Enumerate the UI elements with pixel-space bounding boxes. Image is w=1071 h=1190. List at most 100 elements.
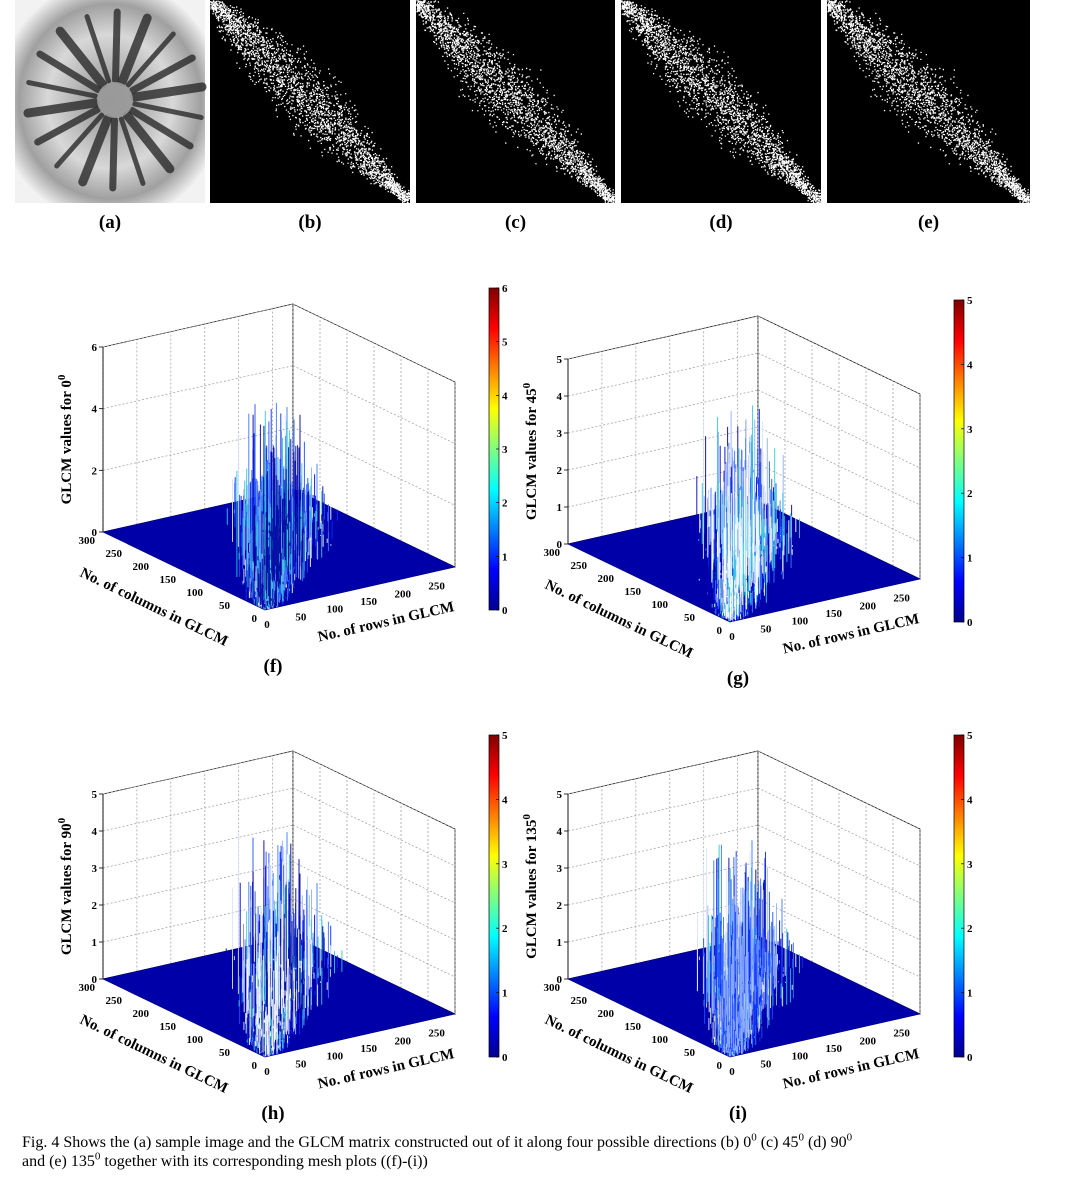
texture-stripe (125, 31, 176, 88)
texture-stripe (36, 50, 102, 94)
col-tick-label: 200 (133, 1008, 150, 1020)
row-tick-label: 0 (729, 631, 735, 643)
z-tick-label: 4 (557, 391, 563, 403)
panel-label: (a) (99, 212, 121, 233)
row-tick-label: 200 (859, 600, 876, 612)
colorbar-tick-label: 5 (502, 337, 508, 349)
col-tick-label: 250 (106, 548, 123, 560)
mesh-plot: 012345050100150200250050100150200250300G… (56, 730, 508, 1124)
grid-line (102, 787, 294, 832)
z-tick-label: 5 (557, 789, 563, 801)
glcm-pixels (210, 0, 411, 204)
row-tick-label: 100 (327, 1051, 344, 1063)
caption-sup: 0 (846, 1131, 853, 1144)
col-tick-label: 100 (652, 599, 669, 611)
z-tick-label: 3 (92, 863, 98, 875)
colorbar-tick-label: 5 (967, 295, 973, 307)
glcm-pixels (416, 0, 616, 204)
grid-line (757, 389, 921, 469)
mesh-plot: 012345050100150200250050100150200250300G… (521, 730, 973, 1124)
col-tick-label: 50 (684, 1047, 696, 1059)
colorbar-tick-label: 4 (502, 390, 508, 402)
grid-line (567, 861, 759, 906)
grid-line (567, 352, 759, 397)
row-tick-label: 250 (893, 593, 910, 605)
grid-line (567, 824, 759, 869)
col-tick-label: 0 (717, 1060, 723, 1072)
z-axis-label-sup: 0 (521, 382, 533, 388)
colorbar-tick-label: 4 (967, 794, 973, 806)
glcm-image (416, 0, 615, 203)
texture-stripe (128, 106, 194, 150)
z-tick-label: 1 (557, 937, 563, 949)
z-axis-label-text: GLCM values for 0 (59, 380, 75, 504)
row-tick-label: 50 (295, 611, 307, 623)
z-tick-label: 2 (557, 465, 563, 477)
z-tick-label: 0 (92, 974, 98, 986)
glcm-pixels (621, 0, 822, 204)
colorbar-tick-label: 2 (502, 498, 508, 510)
texture-stripe (117, 13, 152, 86)
glcm-pixels (827, 0, 1031, 204)
grid-line (757, 824, 921, 904)
panel-label: (i) (729, 1103, 747, 1124)
texture-stripe (55, 26, 108, 89)
row-tick-label: 250 (893, 1028, 910, 1040)
z-tick-label: 2 (92, 900, 98, 912)
row-tick-label: 150 (361, 1043, 378, 1055)
col-tick-label: 150 (160, 574, 177, 586)
z-tick-label: 4 (557, 826, 563, 838)
row-tick-label: 100 (792, 616, 809, 628)
col-tick-label: 150 (625, 1021, 642, 1033)
z-tick-label: 2 (92, 465, 98, 477)
colorbar-tick-label: 2 (502, 923, 508, 935)
colorbar-tick-label: 1 (967, 553, 973, 565)
col-tick-label: 300 (544, 982, 561, 994)
col-tick-label: 200 (598, 1008, 615, 1020)
colorbar-tick-label: 3 (502, 444, 508, 456)
col-tick-label: 150 (625, 586, 642, 598)
grid-line (292, 365, 456, 444)
row-tick-label: 0 (729, 1066, 735, 1078)
z-axis-label-text: GLCM values for 135 (524, 820, 540, 959)
z-axis-label-text: GLCM values for 45 (524, 388, 540, 520)
grid-line (567, 315, 759, 360)
row-tick-label: 250 (428, 581, 445, 593)
texture-stripe (109, 116, 118, 192)
row-tick-label: 0 (264, 619, 270, 631)
texture-core (97, 82, 133, 118)
z-tick-label: 5 (92, 789, 98, 801)
panel-label: (f) (264, 656, 283, 677)
row-tick-label: 100 (792, 1051, 809, 1063)
caption-sup: 0 (798, 1131, 804, 1144)
z-axis-label: GLCM values for 450 (521, 382, 540, 520)
row-tick-label: 50 (760, 623, 772, 635)
row-tick-label: 200 (394, 1035, 411, 1047)
col-tick-label: 0 (252, 1060, 258, 1072)
caption: Fig. 4 Shows the (a) sample image and th… (22, 1131, 853, 1171)
z-axis-label-sup: 0 (56, 374, 68, 380)
row-tick-label: 150 (826, 1043, 843, 1055)
texture-stripe (84, 14, 112, 84)
colorbar-tick-label: 0 (502, 605, 508, 617)
caption-text: Fig. 4 Shows the (a) sample image and th… (22, 1134, 752, 1151)
row-tick-label: 100 (327, 604, 344, 616)
panel-label: (h) (261, 1103, 284, 1124)
col-tick-label: 300 (544, 547, 561, 559)
figure: (a) (b) (c) (d) (e)0246050100150200250050100… (15, 0, 1031, 1124)
colorbar-tick-label: 1 (502, 988, 508, 1000)
col-tick-label: 250 (106, 995, 123, 1007)
col-tick-label: 150 (160, 1021, 177, 1033)
colorbar-tick-label: 3 (967, 859, 973, 871)
row-tick-label: 50 (295, 1058, 307, 1070)
texture-stripe (23, 98, 100, 118)
row-tick-label: 250 (428, 1028, 445, 1040)
colorbar-tick-label: 6 (502, 283, 508, 295)
z-axis-label: GLCM values for 900 (56, 817, 75, 955)
z-axis-label-sup: 0 (521, 814, 533, 820)
colorbar-tick-label: 2 (967, 488, 973, 500)
colorbar-tick-label: 3 (502, 859, 508, 871)
texture-stripe (54, 112, 105, 169)
grid-line (102, 750, 294, 795)
